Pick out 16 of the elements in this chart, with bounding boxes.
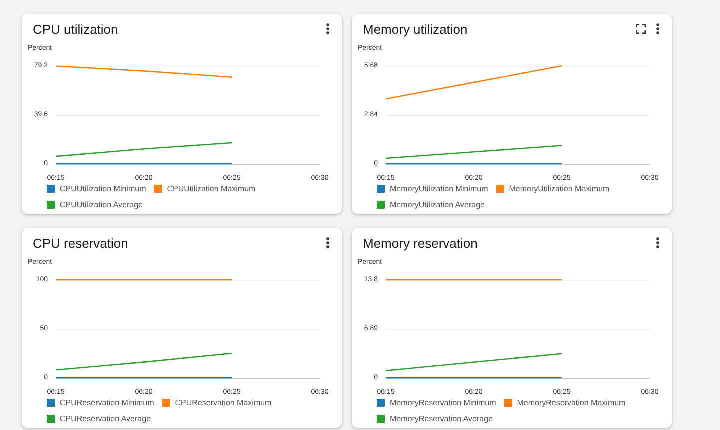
legend-label: CPUReservation Minimum xyxy=(60,398,155,408)
legend-label: CPUUtilization Average xyxy=(60,200,144,210)
legend-label: MemoryUtilization Average xyxy=(390,200,486,210)
chart-title: CPU reservation xyxy=(33,236,128,251)
chart-title: Memory reservation xyxy=(363,236,478,251)
chart-title: Memory utilization xyxy=(363,22,468,37)
legend-label: MemoryUtilization Maximum xyxy=(509,184,610,194)
legend-label: CPUUtilization Maximum xyxy=(167,184,256,194)
legend-label: CPUReservation Maximum xyxy=(175,398,272,408)
chart-title: CPU utilization xyxy=(33,22,118,37)
legend-label: MemoryReservation Average xyxy=(390,414,494,424)
legend-label: MemoryReservation Minimum xyxy=(390,398,497,408)
legend-label: CPUUtilization Minimum xyxy=(60,184,147,194)
legend-label: MemoryReservation Maximum xyxy=(517,398,626,408)
legend-label: MemoryUtilization Minimum xyxy=(390,184,489,194)
legend-label: CPUReservation Average xyxy=(60,414,152,424)
